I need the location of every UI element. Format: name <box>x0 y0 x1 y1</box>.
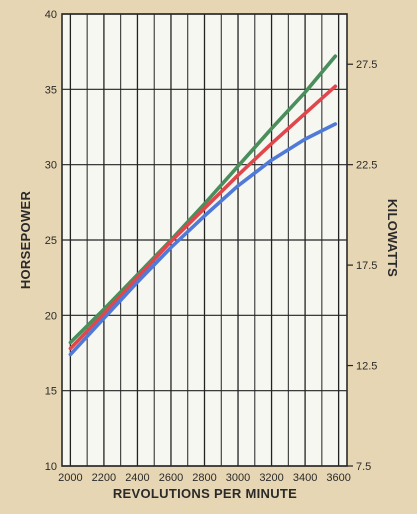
y2-tick-label: 7.5 <box>356 461 371 473</box>
series-line-3 <box>68 122 338 357</box>
y2-tick-label: 12.5 <box>356 361 377 373</box>
x-tick-label: 3400 <box>293 472 317 484</box>
y-tick-label: 30 <box>45 160 57 172</box>
x-axis-title: REVOLUTIONS PER MINUTE <box>113 486 297 501</box>
y-tick-label: 20 <box>45 310 57 322</box>
x-tick-label: 2600 <box>159 472 183 484</box>
x-tick-label: 2800 <box>192 472 216 484</box>
x-tick-label: 3200 <box>259 472 283 484</box>
y2-tick-label: 27.5 <box>356 59 377 71</box>
plot-frame <box>61 13 348 467</box>
series-line-1 <box>68 54 338 345</box>
y2-axis-title: KILOWATTS <box>385 199 400 277</box>
x-tick-label: 2400 <box>125 472 149 484</box>
y-tick-label: 15 <box>45 386 57 398</box>
y2-tick-label: 22.5 <box>356 160 377 172</box>
x-tick-label: 2200 <box>92 472 116 484</box>
series-line-2 <box>68 84 338 351</box>
grid <box>62 13 347 467</box>
y-tick-label: 40 <box>45 9 57 21</box>
y2-tick-label: 17.5 <box>356 260 377 272</box>
y-tick-label: 35 <box>45 84 57 96</box>
x-tick-label: 3000 <box>226 472 250 484</box>
series-lines <box>68 54 338 357</box>
y-tick-label: 10 <box>45 461 57 473</box>
x-tick-label: 2000 <box>58 472 82 484</box>
x-tick-label: 3600 <box>326 472 350 484</box>
axis-ticks: 10 15 20 25 30 35 40 7.5 12.5 17.5 22.5 27.5 2000 220… <box>45 9 378 484</box>
y-tick-label: 25 <box>45 235 57 247</box>
y-axis-title: HORSEPOWER <box>18 191 33 290</box>
